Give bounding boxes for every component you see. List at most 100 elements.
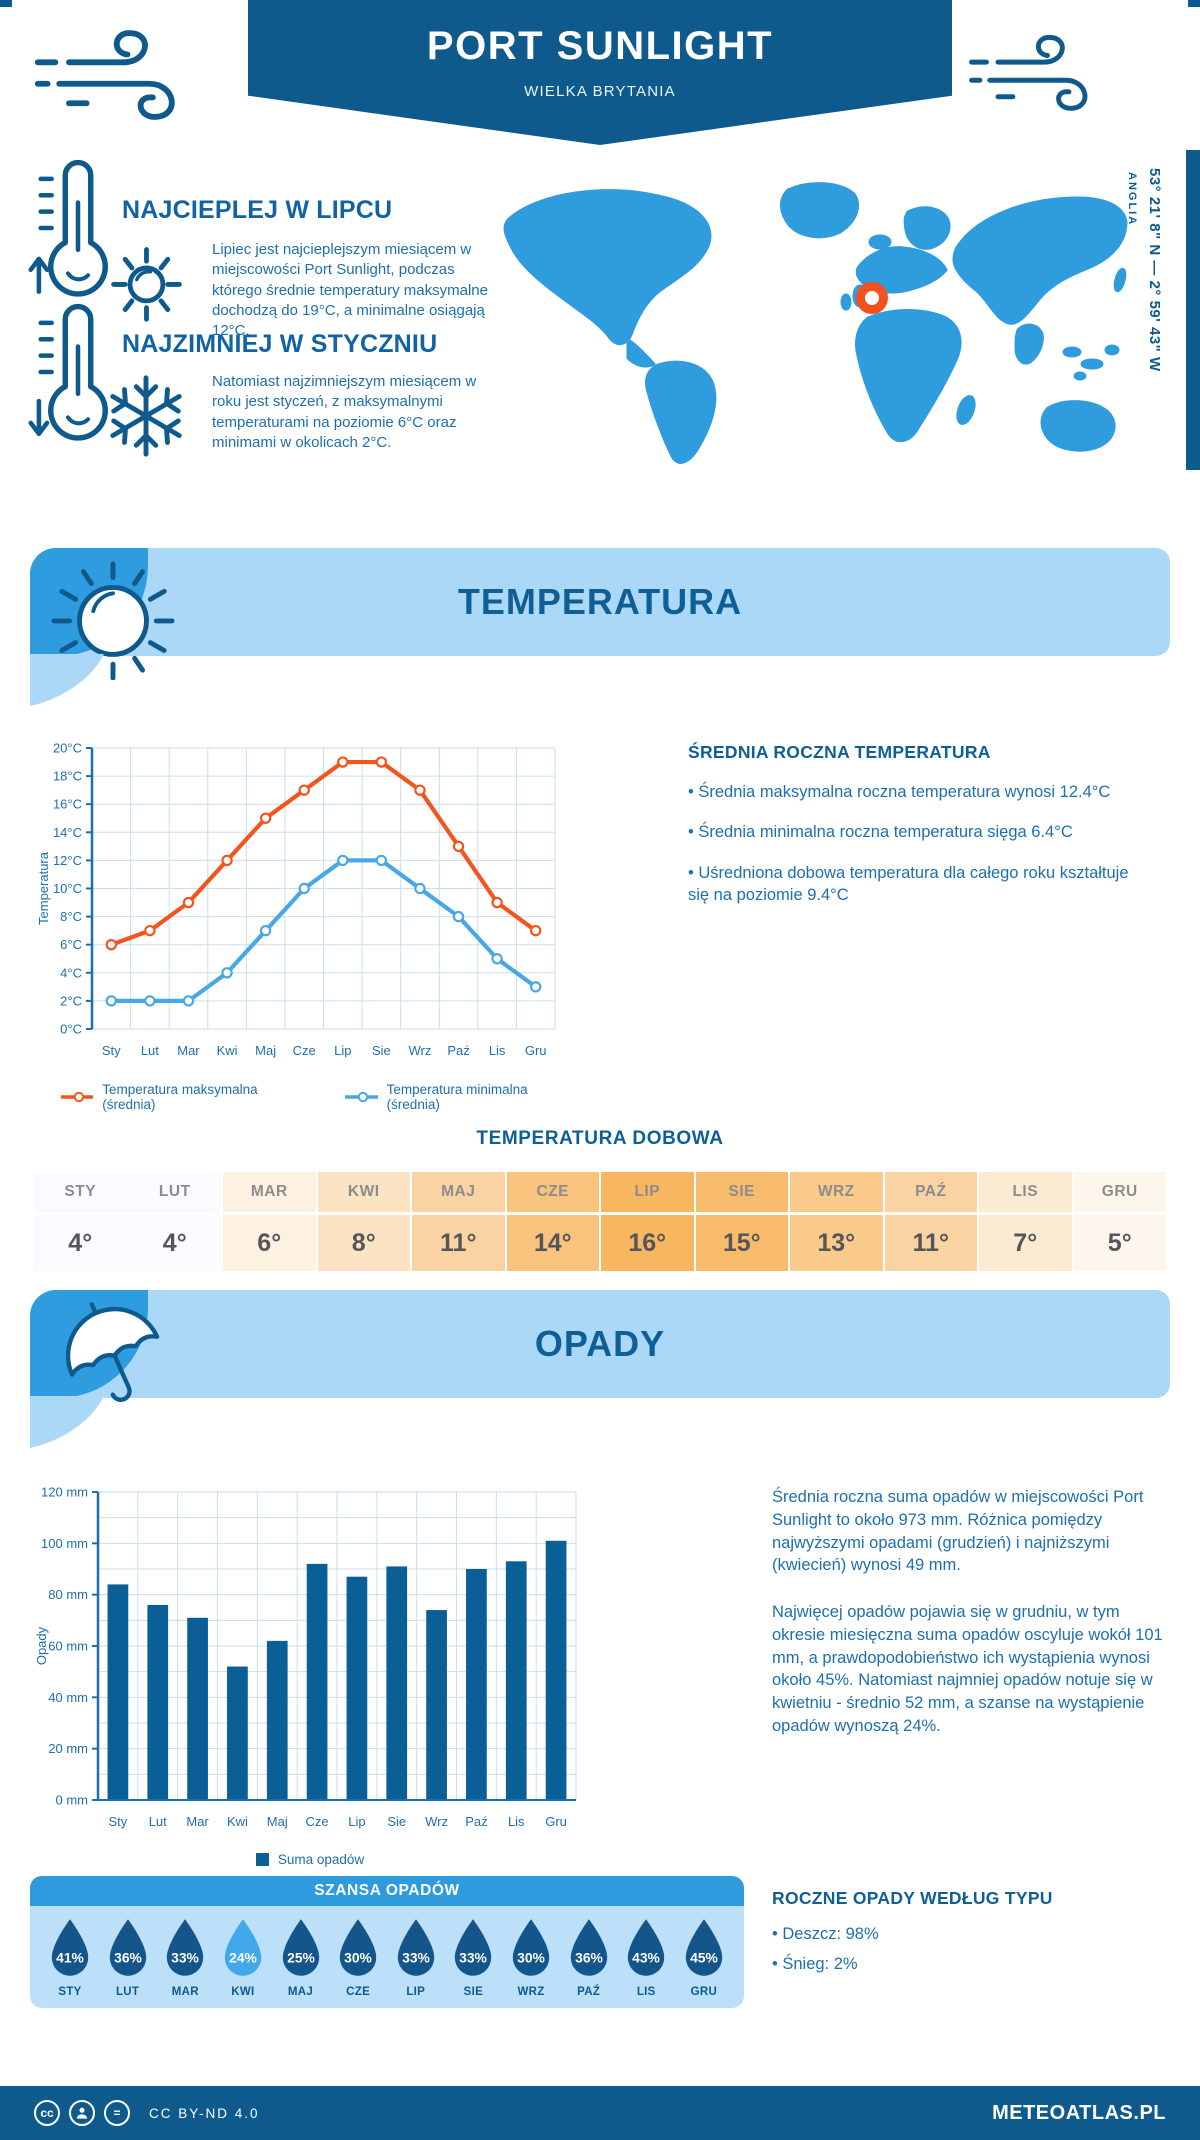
- svg-text:41%: 41%: [56, 1949, 84, 1965]
- svg-text:Lip: Lip: [334, 1043, 351, 1058]
- drop-month-label: SIE: [463, 1986, 484, 1998]
- svg-text:Gru: Gru: [525, 1043, 547, 1058]
- table-temperature-value: 13°: [790, 1215, 883, 1271]
- svg-text:120 mm: 120 mm: [41, 1485, 88, 1500]
- svg-text:Sty: Sty: [102, 1043, 121, 1058]
- table-month-header: SIE: [695, 1172, 788, 1212]
- svg-text:Lis: Lis: [508, 1814, 525, 1829]
- table-temperature-value: 5°: [1073, 1215, 1166, 1271]
- rain-drop-item: 43% LIS: [618, 1916, 674, 1998]
- svg-text:Lip: Lip: [348, 1814, 365, 1829]
- table-temperature-value: 4°: [34, 1215, 127, 1271]
- table-month-header: GRU: [1073, 1172, 1166, 1212]
- daily-temperature-title: TEMPERATURA DOBOWA: [476, 1128, 724, 1149]
- svg-text:33%: 33%: [402, 1949, 430, 1965]
- table-temperature-value: 16°: [601, 1215, 694, 1271]
- brand-label: METEOATLAS.PL: [992, 2101, 1166, 2124]
- precipitation-type-bullet: • Śnieg: 2%: [772, 1955, 858, 1974]
- water-drop-icon: 36%: [570, 1919, 607, 1976]
- water-drop-icon: 43%: [628, 1919, 665, 1976]
- legend-item: Temperatura maksymalna (średnia): [60, 1082, 288, 1112]
- precipitation-paragraph: Najwięcej opadów pojawia się w grudniu, …: [772, 1603, 1163, 1735]
- summary-bullet: • Średnia minimalna roczna temperatura s…: [688, 823, 1073, 842]
- svg-text:0 mm: 0 mm: [56, 1793, 89, 1808]
- attribution-person-icon: [69, 2100, 95, 2126]
- table-month-header: LIP: [601, 1172, 694, 1212]
- precipitation-bar-chart: 0 mm 20 mm 40 mm 60 mm 80 mm 100 mm 120 mm Sty L…: [34, 1485, 577, 1829]
- rain-drop-item: 41% STY: [42, 1916, 98, 1998]
- wind-icon: [34, 30, 175, 120]
- sun-icon: [51, 561, 175, 680]
- svg-text:Opady: Opady: [34, 1626, 49, 1665]
- water-drop-icon: 33%: [455, 1919, 492, 1976]
- svg-text:6°C: 6°C: [60, 937, 82, 952]
- table-temperature-value: 14°: [506, 1215, 599, 1271]
- water-drop-icon: 45%: [685, 1919, 723, 1976]
- svg-text:0°C: 0°C: [60, 1022, 82, 1037]
- table-temperature-value: 11°: [884, 1215, 977, 1271]
- thermometer-up-icon: [28, 159, 108, 297]
- table-month-header: KWI: [317, 1172, 410, 1212]
- rain-drop-item: 30% CZE: [330, 1916, 386, 1998]
- temperature-section-banner: TEMPERATURA: [30, 548, 1170, 680]
- svg-text:36%: 36%: [575, 1949, 603, 1965]
- location-marker: [856, 282, 888, 314]
- precipitation-text: Średnia roczna suma opadów w miejscowośc…: [772, 1486, 1170, 1738]
- svg-text:36%: 36%: [114, 1949, 142, 1965]
- water-drop-icon: 33%: [167, 1919, 204, 1976]
- no-derivatives-icon: =: [104, 2100, 130, 2126]
- table-temperature-value: 6°: [223, 1215, 316, 1271]
- svg-text:Wrz: Wrz: [409, 1043, 432, 1058]
- svg-text:25%: 25%: [287, 1949, 315, 1965]
- table-temperature-value: 4°: [128, 1215, 221, 1271]
- drop-month-label: LUT: [115, 1986, 140, 1998]
- drop-month-label: PAŹ: [577, 1986, 601, 1998]
- table-month-header: MAR: [223, 1172, 316, 1212]
- svg-text:18°C: 18°C: [53, 769, 82, 784]
- table-month-header: LIS: [979, 1172, 1072, 1212]
- water-drop-icon: 36%: [109, 1919, 146, 1976]
- svg-text:Paź: Paź: [447, 1043, 469, 1058]
- svg-text:80 mm: 80 mm: [48, 1587, 88, 1602]
- temperature-legend: Temperatura maksymalna (średnia) Temperat…: [60, 1082, 560, 1112]
- drop-month-label: STY: [58, 1986, 82, 1998]
- svg-text:24%: 24%: [229, 1949, 257, 1965]
- svg-text:43%: 43%: [632, 1949, 660, 1965]
- water-drop-icon: 33%: [397, 1919, 434, 1976]
- precipitation-legend: Suma opadów: [40, 1852, 580, 1867]
- svg-text:Cze: Cze: [293, 1043, 316, 1058]
- svg-text:Lut: Lut: [149, 1814, 167, 1829]
- water-drop-icon: 24%: [224, 1919, 262, 1976]
- sun-icon: [111, 247, 182, 322]
- svg-text:12°C: 12°C: [53, 853, 82, 868]
- svg-text:Sie: Sie: [387, 1814, 406, 1829]
- drop-month-label: MAJ: [287, 1986, 314, 1998]
- wind-icon: [969, 34, 1088, 111]
- legend-item: Temperatura minimalna (średnia): [344, 1082, 560, 1112]
- water-drop-icon: 41%: [51, 1919, 89, 1976]
- drop-month-label: LIP: [406, 1986, 426, 1998]
- coldest-title: NAJZIMNIEJ W STYCZNIU: [122, 330, 438, 358]
- svg-text:33%: 33%: [459, 1949, 487, 1965]
- svg-text:Sty: Sty: [109, 1814, 128, 1829]
- svg-text:20 mm: 20 mm: [48, 1741, 88, 1756]
- svg-text:Sie: Sie: [372, 1043, 391, 1058]
- snowflake-icon: [110, 375, 182, 457]
- svg-text:Kwi: Kwi: [217, 1043, 238, 1058]
- precipitation-section-title: OPADY: [534, 1323, 666, 1364]
- temperature-section-title: TEMPERATURA: [457, 581, 743, 622]
- svg-text:Maj: Maj: [255, 1043, 276, 1058]
- table-temperature-value: 15°: [695, 1215, 788, 1271]
- rain-chance-panel: SZANSA OPADÓW 41% STY 36% LUT 33% MAR 24% KWI 25…: [30, 1876, 744, 2008]
- svg-text:Temperatura: Temperatura: [36, 851, 51, 925]
- rain-drop-item: 25% MAJ: [273, 1916, 329, 1998]
- svg-text:Maj: Maj: [267, 1814, 288, 1829]
- table-month-header: CZE: [506, 1172, 599, 1212]
- region-label: ANGLIA: [1126, 172, 1138, 227]
- svg-text:4°C: 4°C: [60, 965, 82, 980]
- table-month-header: PAŹ: [884, 1172, 977, 1212]
- summary-bullet: • Średnia maksymalna roczna temperatura …: [688, 783, 1111, 801]
- svg-text:20°C: 20°C: [53, 741, 82, 756]
- world-map: [503, 182, 1128, 464]
- table-month-header: STY: [34, 1172, 127, 1212]
